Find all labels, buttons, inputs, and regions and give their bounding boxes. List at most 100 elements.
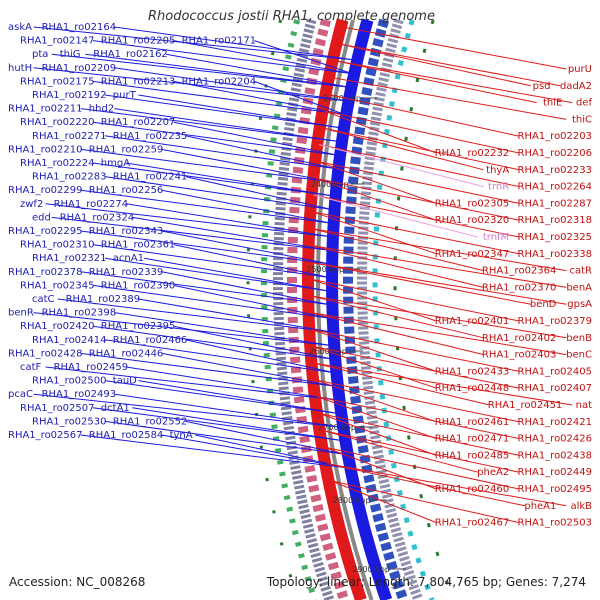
gene-leader-reverse bbox=[327, 463, 526, 507]
gene-leader-forward bbox=[80, 189, 332, 224]
gene-leader-reverse bbox=[330, 480, 437, 524]
gene-label-reverse: alkB bbox=[570, 501, 592, 512]
gene-label-forward: RHA1_ro02420 bbox=[20, 321, 95, 332]
gene-label-forward: benR bbox=[8, 308, 34, 319]
feature-track-10 bbox=[261, 19, 318, 600]
gene-leader-forward bbox=[132, 407, 344, 442]
gene-leader-forward bbox=[92, 80, 345, 115]
gene-label-forward: hmgA bbox=[101, 158, 130, 169]
gene-leader-reverse bbox=[330, 76, 567, 120]
gene-label-reverse: RHA1_ro02402 bbox=[482, 333, 557, 344]
gene-leader-reverse bbox=[338, 43, 561, 87]
gene-label-reverse: RHA1_ro02287 bbox=[518, 198, 593, 209]
accession-text: Accession: NC_008268 bbox=[9, 575, 146, 589]
gene-leader-reverse bbox=[310, 295, 484, 339]
gene-label-forward: RHA1_ro02147 bbox=[20, 36, 95, 47]
gene-leader-forward bbox=[185, 176, 333, 211]
gene-leader-forward bbox=[104, 176, 333, 211]
gene-leader-reverse bbox=[316, 396, 437, 440]
gene-leader-reverse bbox=[309, 278, 520, 322]
gene-leader-forward bbox=[173, 325, 334, 360]
gene-leader-forward bbox=[132, 216, 331, 251]
feature-tracks bbox=[246, 18, 455, 600]
gene-label-reverse: RHA1_ro02403 bbox=[482, 350, 557, 361]
gene-leader-forward bbox=[144, 257, 331, 292]
gene-leader-forward bbox=[195, 434, 349, 469]
gene-label-reverse: RHA1_ro02451 bbox=[488, 400, 563, 411]
gene-leader-forward bbox=[85, 53, 350, 88]
gene-label-forward: RHA1_ro02324 bbox=[60, 212, 135, 223]
gene-leader-reverse bbox=[316, 396, 520, 440]
gene-leader-reverse bbox=[342, 26, 567, 70]
gene-label-forward: RHA1_ro02209 bbox=[42, 63, 117, 74]
kbp-tick-label: 2500 kbp bbox=[306, 265, 344, 274]
gene-label-forward: RHA1_ro02321 bbox=[32, 253, 107, 264]
gene-leader-reverse bbox=[327, 463, 567, 507]
gene-label-forward: RHA1_ro02389 bbox=[66, 294, 141, 305]
gene-label-reverse: RHA1_ro02503 bbox=[518, 518, 593, 529]
gene-leader-forward bbox=[104, 94, 343, 129]
gene-leader-forward bbox=[161, 271, 331, 306]
gene-label-forward: RHA1_ro02414 bbox=[32, 335, 107, 346]
gene-label-forward: RHA1_ro02211 bbox=[8, 104, 83, 115]
gene-label-forward: RHA1_ro02162 bbox=[93, 49, 168, 60]
gene-label-forward: RHA1_ro02171 bbox=[182, 36, 257, 47]
gene-label-forward: RHA1_ro02271 bbox=[32, 131, 107, 142]
gene-label-reverse: RHA1_ro02461 bbox=[435, 417, 510, 428]
gene-leader-reverse bbox=[314, 379, 520, 423]
gene-label-reverse: RHA1_ro02401 bbox=[435, 316, 510, 327]
gene-leader-forward bbox=[173, 244, 331, 279]
gene-leader-forward bbox=[254, 80, 345, 115]
gene-label-forward: RHA1_ro02466 bbox=[113, 335, 188, 346]
gene-leader-reverse bbox=[309, 278, 437, 322]
gene-label-reverse: trnfM bbox=[483, 232, 509, 243]
gene-leader-reverse bbox=[323, 446, 437, 490]
gene-label-forward: hhd2 bbox=[89, 104, 114, 115]
gene-leader-reverse bbox=[319, 144, 520, 188]
gene-label-reverse: trnR bbox=[488, 182, 509, 193]
gene-label-reverse: thiE bbox=[543, 98, 562, 109]
gene-label-reverse: def bbox=[576, 98, 593, 109]
gene-leader-reverse bbox=[311, 228, 567, 272]
gene-label-forward: RHA1_ro02390 bbox=[101, 280, 176, 291]
gene-leader-forward bbox=[185, 339, 335, 374]
gene-label-reverse: nat bbox=[576, 400, 592, 411]
gene-label-reverse: RHA1_ro02426 bbox=[518, 434, 593, 445]
gene-leader-forward bbox=[104, 420, 346, 455]
gene-leader-forward bbox=[45, 203, 332, 238]
gene-leader-forward bbox=[161, 434, 349, 469]
gene-leader-reverse bbox=[310, 261, 531, 305]
gene-leader-forward bbox=[138, 298, 332, 333]
gene-label-forward: RHA1_ro02507 bbox=[20, 403, 95, 414]
gene-label-forward: RHA1_ro02345 bbox=[20, 280, 95, 291]
gene-leader-forward bbox=[114, 312, 333, 347]
gene-label-forward: RHA1_ro02256 bbox=[89, 185, 164, 196]
gene-label-forward: RHA1_ro02567 bbox=[8, 430, 83, 441]
gene-leader-forward bbox=[92, 244, 331, 279]
gene-leader-reverse bbox=[315, 177, 437, 221]
gene-leader-forward bbox=[80, 434, 349, 469]
gene-leader-forward bbox=[92, 325, 334, 360]
gene-label-reverse: RHA1_ro02421 bbox=[518, 417, 593, 428]
gene-label-reverse: RHA1_ro02325 bbox=[518, 232, 593, 243]
gene-label-forward: hutH bbox=[8, 63, 32, 74]
gene-leader-reverse bbox=[311, 228, 484, 272]
gene-leader-reverse bbox=[318, 412, 437, 456]
gene-leader-forward bbox=[80, 352, 336, 387]
gene-label-forward: edd bbox=[32, 212, 51, 223]
gene-leader-forward bbox=[80, 108, 340, 143]
gene-leader-reverse bbox=[310, 244, 567, 288]
gene-label-forward: RHA1_ro02241 bbox=[113, 172, 188, 183]
reverse-strand-labels: purU dadA2 psd def thiE thiC RHA1_ro02203 RHA1_… bbox=[309, 26, 593, 529]
gene-label-forward: RHA1_ro02339 bbox=[89, 267, 164, 278]
gene-label-reverse: RHA1_ro02203 bbox=[518, 131, 593, 142]
gene-label-reverse: purU bbox=[568, 64, 592, 75]
gene-label-reverse: RHA1_ro02320 bbox=[435, 215, 510, 226]
gene-label-forward: RHA1_ro02395 bbox=[101, 321, 176, 332]
gene-leader-forward bbox=[104, 339, 335, 374]
gene-leader-reverse bbox=[316, 160, 437, 204]
gene-label-forward: RHA1_ro02378 bbox=[8, 267, 83, 278]
gene-leader-reverse bbox=[338, 43, 531, 87]
gene-label-forward: pta bbox=[32, 49, 48, 60]
